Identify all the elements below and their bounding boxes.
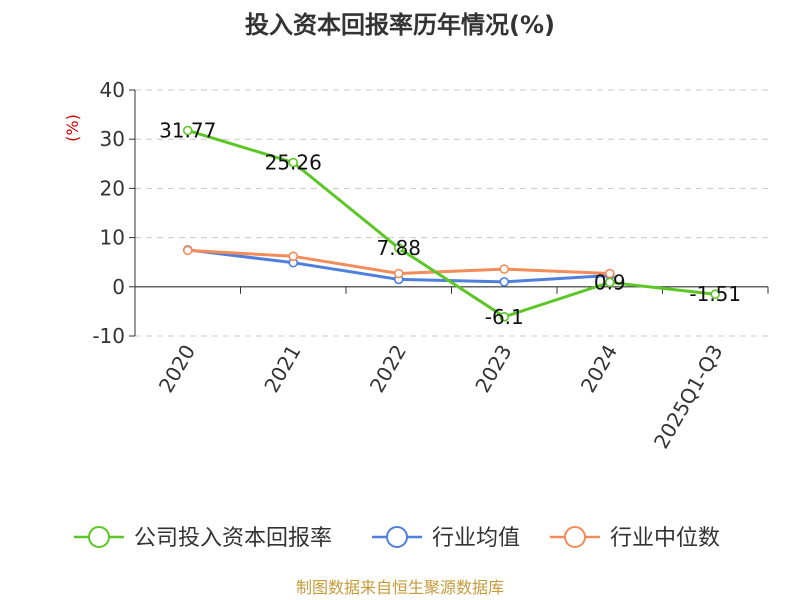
- legend-label: 行业中位数: [610, 526, 720, 551]
- data-point: [182, 125, 193, 136]
- data-label: -6.1: [485, 305, 524, 329]
- data-point: [393, 268, 404, 279]
- x-tick-label: 2025Q1-Q3: [649, 341, 728, 453]
- x-tick-label: 2022: [365, 341, 411, 397]
- data-point: [710, 289, 721, 300]
- data-point: [499, 264, 510, 274]
- series-group: [182, 125, 721, 322]
- x-tick-label: 2021: [259, 341, 305, 397]
- data-labels: 31.77 25.26 7.88 -6.1 0.9 -1.51: [159, 118, 741, 328]
- data-label: 7.88: [376, 236, 421, 260]
- legend-label: 公司投入资本回报率: [134, 526, 332, 551]
- source-note: 制图数据来自恒生聚源数据库: [296, 578, 504, 597]
- data-point: [288, 251, 299, 262]
- x-tick-label: 2024: [576, 341, 622, 397]
- legend-marker: [88, 526, 110, 548]
- data-point: [604, 277, 615, 288]
- y-axis-ticks: 40 30 20 10 0 -10: [92, 78, 125, 348]
- grid-lines: [135, 89, 768, 337]
- y-tick-label: 10: [100, 226, 125, 250]
- data-label: 0.9: [594, 270, 626, 294]
- data-label: 31.77: [159, 118, 216, 142]
- data-point: [393, 243, 404, 253]
- data-point: [182, 245, 193, 256]
- data-label: -1.51: [689, 282, 741, 306]
- y-tick-label: 30: [100, 127, 125, 151]
- y-tick-label: 0: [112, 275, 125, 299]
- series-line: [187, 129, 716, 319]
- legend: 公司投入资本回报率 行业均值 行业中位数: [74, 526, 720, 551]
- x-tick-label: 2023: [470, 341, 516, 397]
- data-point: [499, 312, 510, 322]
- y-tick-label: 40: [100, 78, 125, 102]
- x-axis-ticks: 2020 2021 2022 2023 2024 2025Q1-Q3: [154, 341, 728, 453]
- data-point: [288, 157, 299, 168]
- y-tick-label: -10: [92, 324, 125, 348]
- y-tick-label: 20: [100, 176, 125, 200]
- chart-title: 投入资本回报率历年情况(%): [245, 11, 555, 39]
- axes: [129, 89, 769, 337]
- legend-marker: [386, 526, 408, 548]
- legend-label: 行业均值: [432, 526, 520, 551]
- data-point: [499, 277, 510, 287]
- data-label: 25.26: [265, 151, 322, 175]
- x-tick-label: 2020: [154, 341, 200, 397]
- legend-marker: [564, 526, 586, 548]
- y-axis-unit: (%): [63, 114, 82, 142]
- data-point: [604, 268, 615, 279]
